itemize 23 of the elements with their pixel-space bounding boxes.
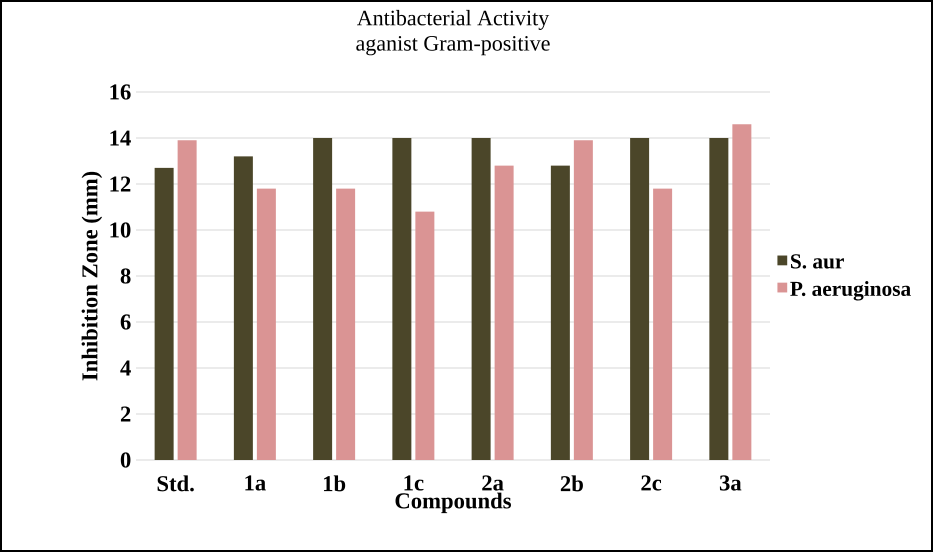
y-axis-title: Inhibition Zone (mm)	[82, 172, 102, 380]
x-tick-label: 2c	[641, 475, 662, 491]
x-tick-label: 1b	[324, 475, 346, 492]
x-tick-label: 3a	[720, 475, 742, 491]
y-tick-label: 8	[120, 268, 131, 284]
x-axis-title: Compounds	[396, 492, 511, 514]
chart-subtitle: aganist Gram-positive	[356, 36, 550, 56]
x-tick-label: 2b	[560, 475, 583, 492]
x-tick-label: 2a	[482, 475, 504, 491]
x-tick-label: 1a	[245, 475, 266, 491]
y-tick-label: 16	[110, 84, 131, 100]
y-tick-label: 12	[110, 176, 130, 192]
y-tick-label: 6	[120, 314, 131, 330]
legend-label: S. aur	[791, 254, 844, 269]
x-tick-label: 1c	[404, 475, 424, 491]
chart-title: Antibacterial Activity	[356, 10, 550, 30]
y-tick-label: 0	[120, 452, 130, 468]
y-tick-label: 10	[110, 222, 130, 238]
x-tick-label: Std.	[158, 475, 194, 492]
y-tick-label: 2	[120, 406, 130, 422]
y-tick-label: 14	[110, 130, 131, 146]
y-tick-label: 4	[120, 360, 131, 376]
legend-label: P. aeruginosa	[790, 280, 911, 300]
